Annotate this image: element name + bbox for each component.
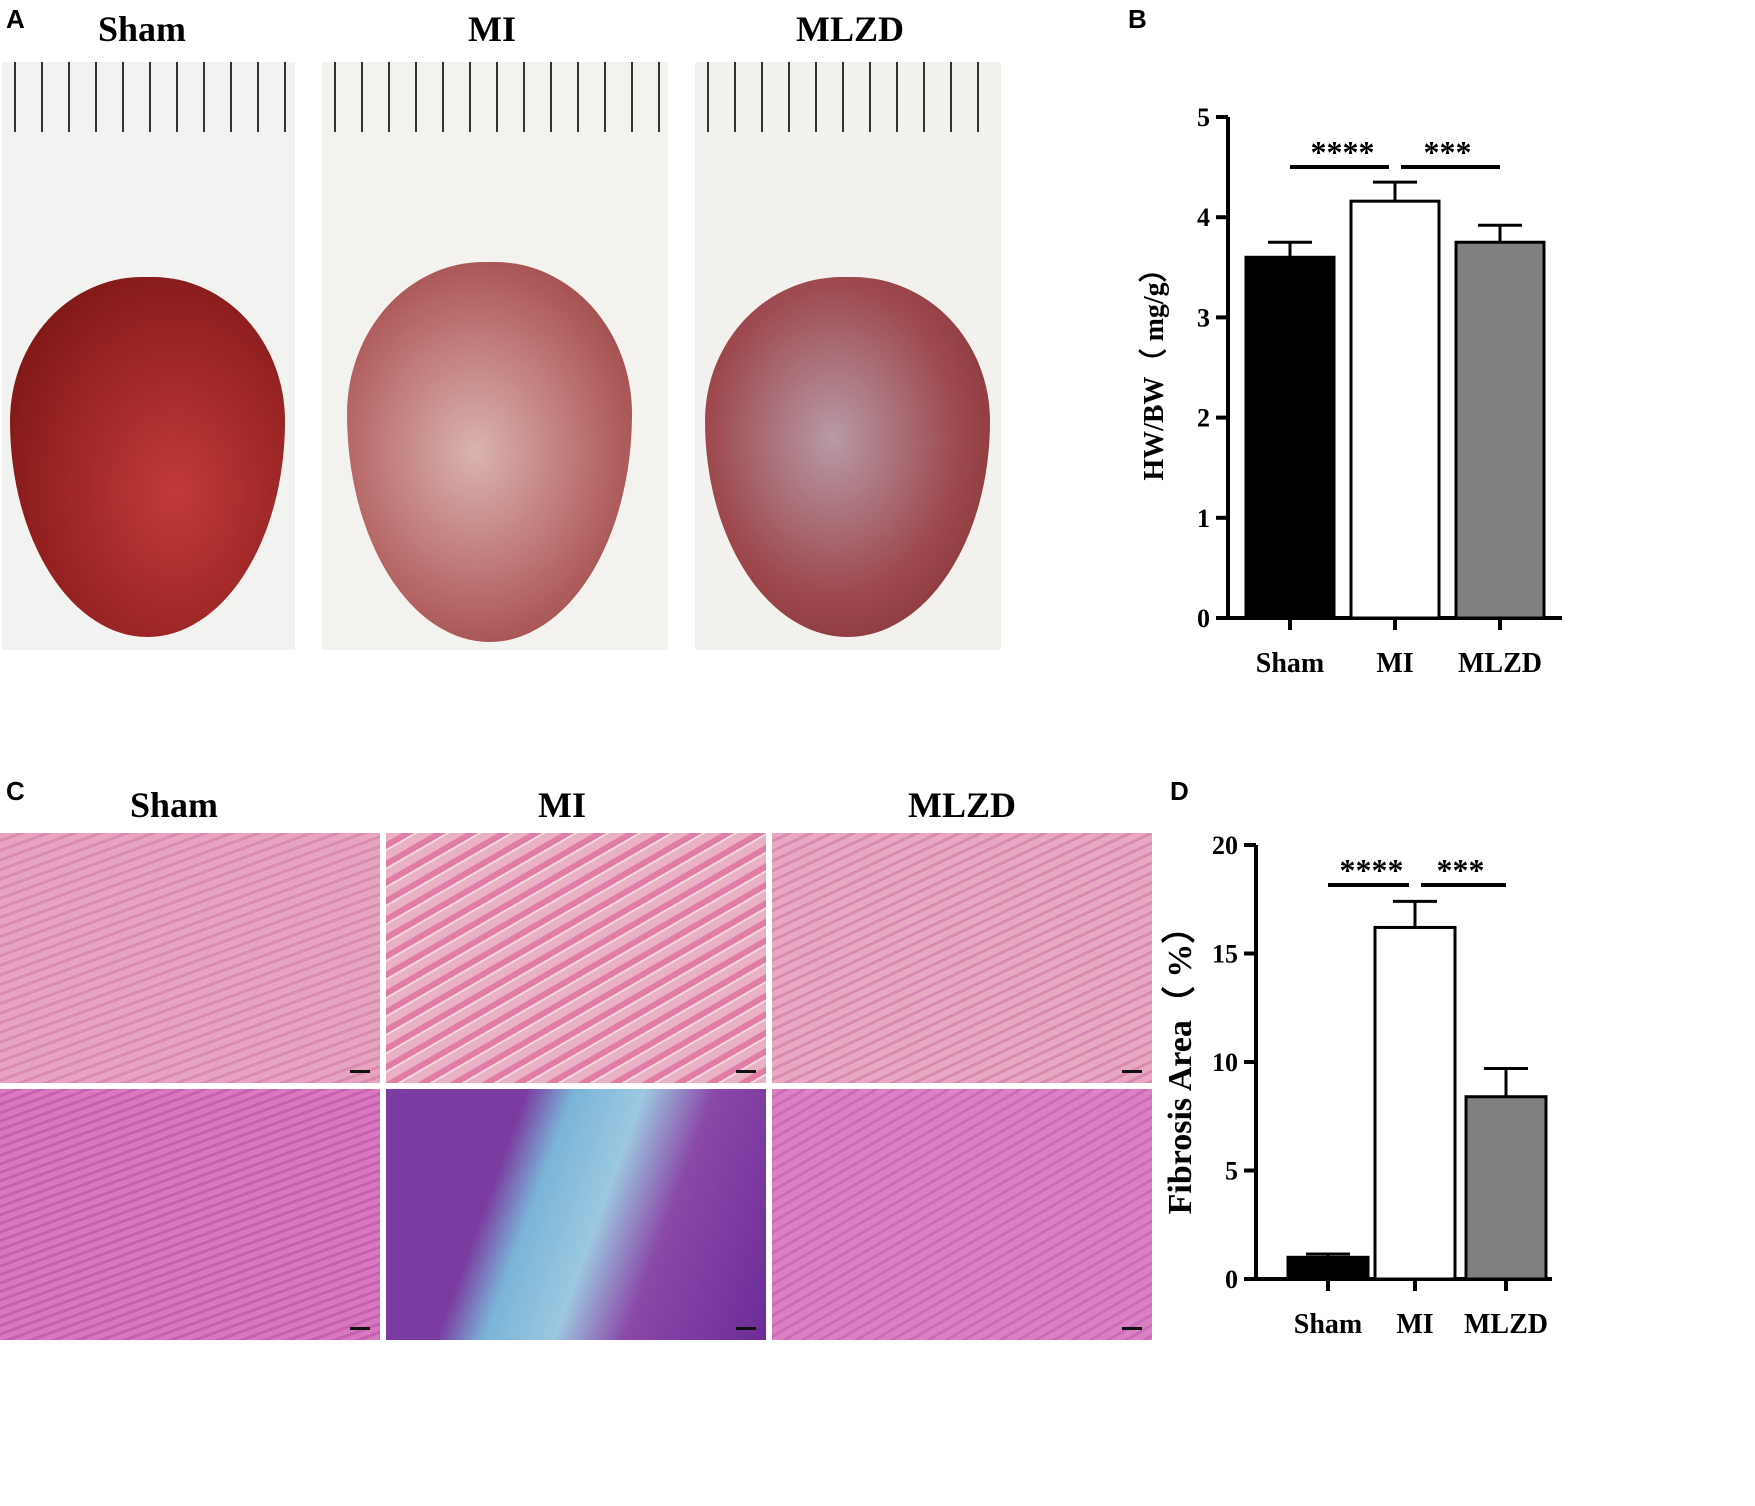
panel-label-c: C: [6, 776, 25, 806]
scale-bar: [350, 1327, 370, 1330]
y-tick-label: 2: [1197, 404, 1210, 433]
bar-mi: [1373, 925, 1457, 1281]
heart-image: [347, 262, 632, 642]
x-tick-label: MLZD: [1458, 648, 1542, 679]
scale-bar: [1122, 1070, 1142, 1073]
y-tick-label: 5: [1197, 103, 1210, 132]
scale-bar: [1122, 1327, 1142, 1330]
significance-label: ***: [1437, 852, 1485, 888]
significance-label: ****: [1340, 852, 1404, 888]
y-axis-label: HW/BW（ mg/g）: [1137, 254, 1170, 480]
he-stain-mlzd: [772, 833, 1152, 1083]
scale-bar: [736, 1327, 756, 1330]
group-label-sham: Sham: [97, 9, 187, 49]
significance-label: ***: [1424, 134, 1472, 170]
he-stain-mi: [386, 833, 766, 1083]
y-tick-label: 4: [1197, 203, 1210, 232]
group-label-mi: MI: [538, 785, 586, 825]
x-tick-label: MI: [1396, 1309, 1433, 1340]
y-axis-label: Fibrosis Area（ %）: [1160, 910, 1199, 1215]
y-tick-label: 20: [1212, 831, 1238, 860]
bar-mlzd: [1464, 1095, 1548, 1281]
bar-sham: [1286, 1255, 1370, 1281]
y-tick-label: 15: [1212, 940, 1238, 969]
ruler: [695, 62, 1001, 132]
bar-mi: [1349, 199, 1441, 620]
masson-stain-mlzd: [772, 1089, 1152, 1340]
y-tick-label: 0: [1225, 1265, 1238, 1294]
masson-stain-mi: [386, 1089, 766, 1340]
x-tick-label: MI: [1376, 648, 1413, 679]
y-tick-label: 0: [1197, 604, 1210, 633]
heart-image: [705, 277, 990, 637]
panel-label-d: D: [1170, 776, 1189, 806]
x-tick-label: Sham: [1294, 1309, 1362, 1340]
bar-mlzd: [1454, 240, 1546, 620]
significance-label: ****: [1311, 134, 1375, 170]
y-tick-label: 3: [1197, 303, 1210, 332]
y-tick-label: 5: [1225, 1157, 1238, 1186]
panel-label-b: B: [1128, 4, 1147, 34]
group-label-mi: MI: [468, 9, 516, 49]
y-tick-label: 1: [1197, 504, 1210, 533]
y-tick-label: 10: [1212, 1048, 1238, 1077]
scale-bar: [350, 1070, 370, 1073]
heart-image: [10, 277, 285, 637]
heart-photo-mi: [322, 62, 668, 650]
heart-photo-sham: [2, 62, 295, 650]
masson-stain-sham: [0, 1089, 380, 1340]
panel-label-a: A: [6, 4, 25, 34]
group-label-mlzd: MLZD: [908, 785, 1016, 825]
group-label-mlzd: MLZD: [796, 9, 904, 49]
bar-sham: [1244, 255, 1336, 620]
ruler: [2, 62, 295, 132]
he-stain-sham: [0, 833, 380, 1083]
heart-photo-mlzd: [695, 62, 1001, 650]
group-label-sham: Sham: [129, 785, 219, 825]
scale-bar: [736, 1070, 756, 1073]
x-tick-label: Sham: [1256, 648, 1324, 679]
ruler: [322, 62, 668, 132]
x-tick-label: MLZD: [1464, 1309, 1548, 1340]
